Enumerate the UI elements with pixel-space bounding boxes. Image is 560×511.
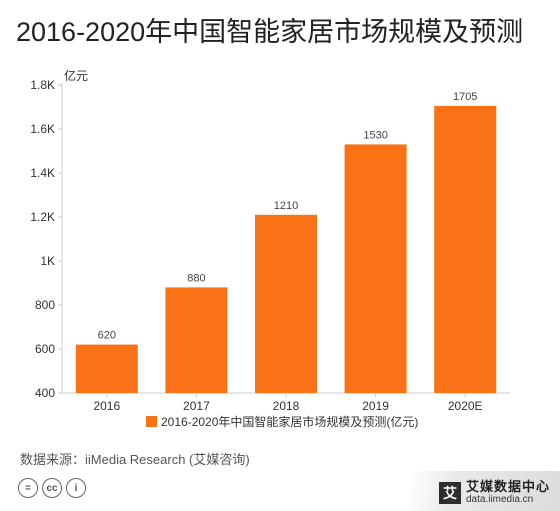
x-tick-label: 2018	[273, 399, 300, 413]
x-tick-label: 2016	[93, 399, 120, 413]
legend-label: 2016-2020年中国智能家居市场规模及预测(亿元)	[161, 414, 418, 429]
attribution-icon: i	[66, 478, 86, 498]
brand-url: data.iimedia.cn	[465, 494, 534, 505]
x-tick-label: 2019	[362, 399, 389, 413]
data-label: 1210	[274, 200, 298, 212]
equals-icon: =	[18, 478, 38, 498]
data-label: 1530	[363, 129, 387, 141]
data-label: 880	[187, 272, 205, 284]
x-tick-label: 2020E	[448, 399, 483, 413]
data-label: 1705	[453, 91, 477, 103]
brand-name: 艾媒数据中心	[465, 479, 550, 494]
bar	[434, 105, 497, 394]
bar	[165, 287, 228, 393]
bar	[255, 214, 317, 393]
y-tick-label: 800	[35, 298, 55, 312]
brand-band	[410, 471, 560, 511]
y-tick-label: 1K	[40, 254, 55, 268]
y-tick-label: 1.4K	[30, 166, 55, 180]
x-tick-label: 2017	[183, 399, 210, 413]
y-tick-label: 400	[35, 386, 55, 400]
source-note: 数据来源：iiMedia Research (艾媒咨询)	[20, 452, 250, 467]
license-icons: = cc i	[18, 478, 86, 498]
legend-swatch	[146, 416, 157, 427]
y-tick-label: 1.8K	[30, 78, 55, 92]
y-tick-label: 1.2K	[30, 210, 55, 224]
bar	[344, 144, 407, 393]
brand-logo: 艾 艾媒数据中心 data.iimedia.cn	[438, 479, 550, 505]
y-axis-unit-label: 亿元	[64, 68, 88, 83]
brand-mark-icon: 艾	[438, 481, 461, 504]
creative-commons-icon: cc	[42, 478, 62, 498]
page-title: 2016-2020年中国智能家居市场规模及预测	[16, 17, 524, 47]
y-tick-label: 600	[35, 342, 55, 356]
bar	[75, 344, 138, 393]
y-tick-label: 1.6K	[30, 122, 55, 136]
data-label: 620	[98, 330, 116, 342]
